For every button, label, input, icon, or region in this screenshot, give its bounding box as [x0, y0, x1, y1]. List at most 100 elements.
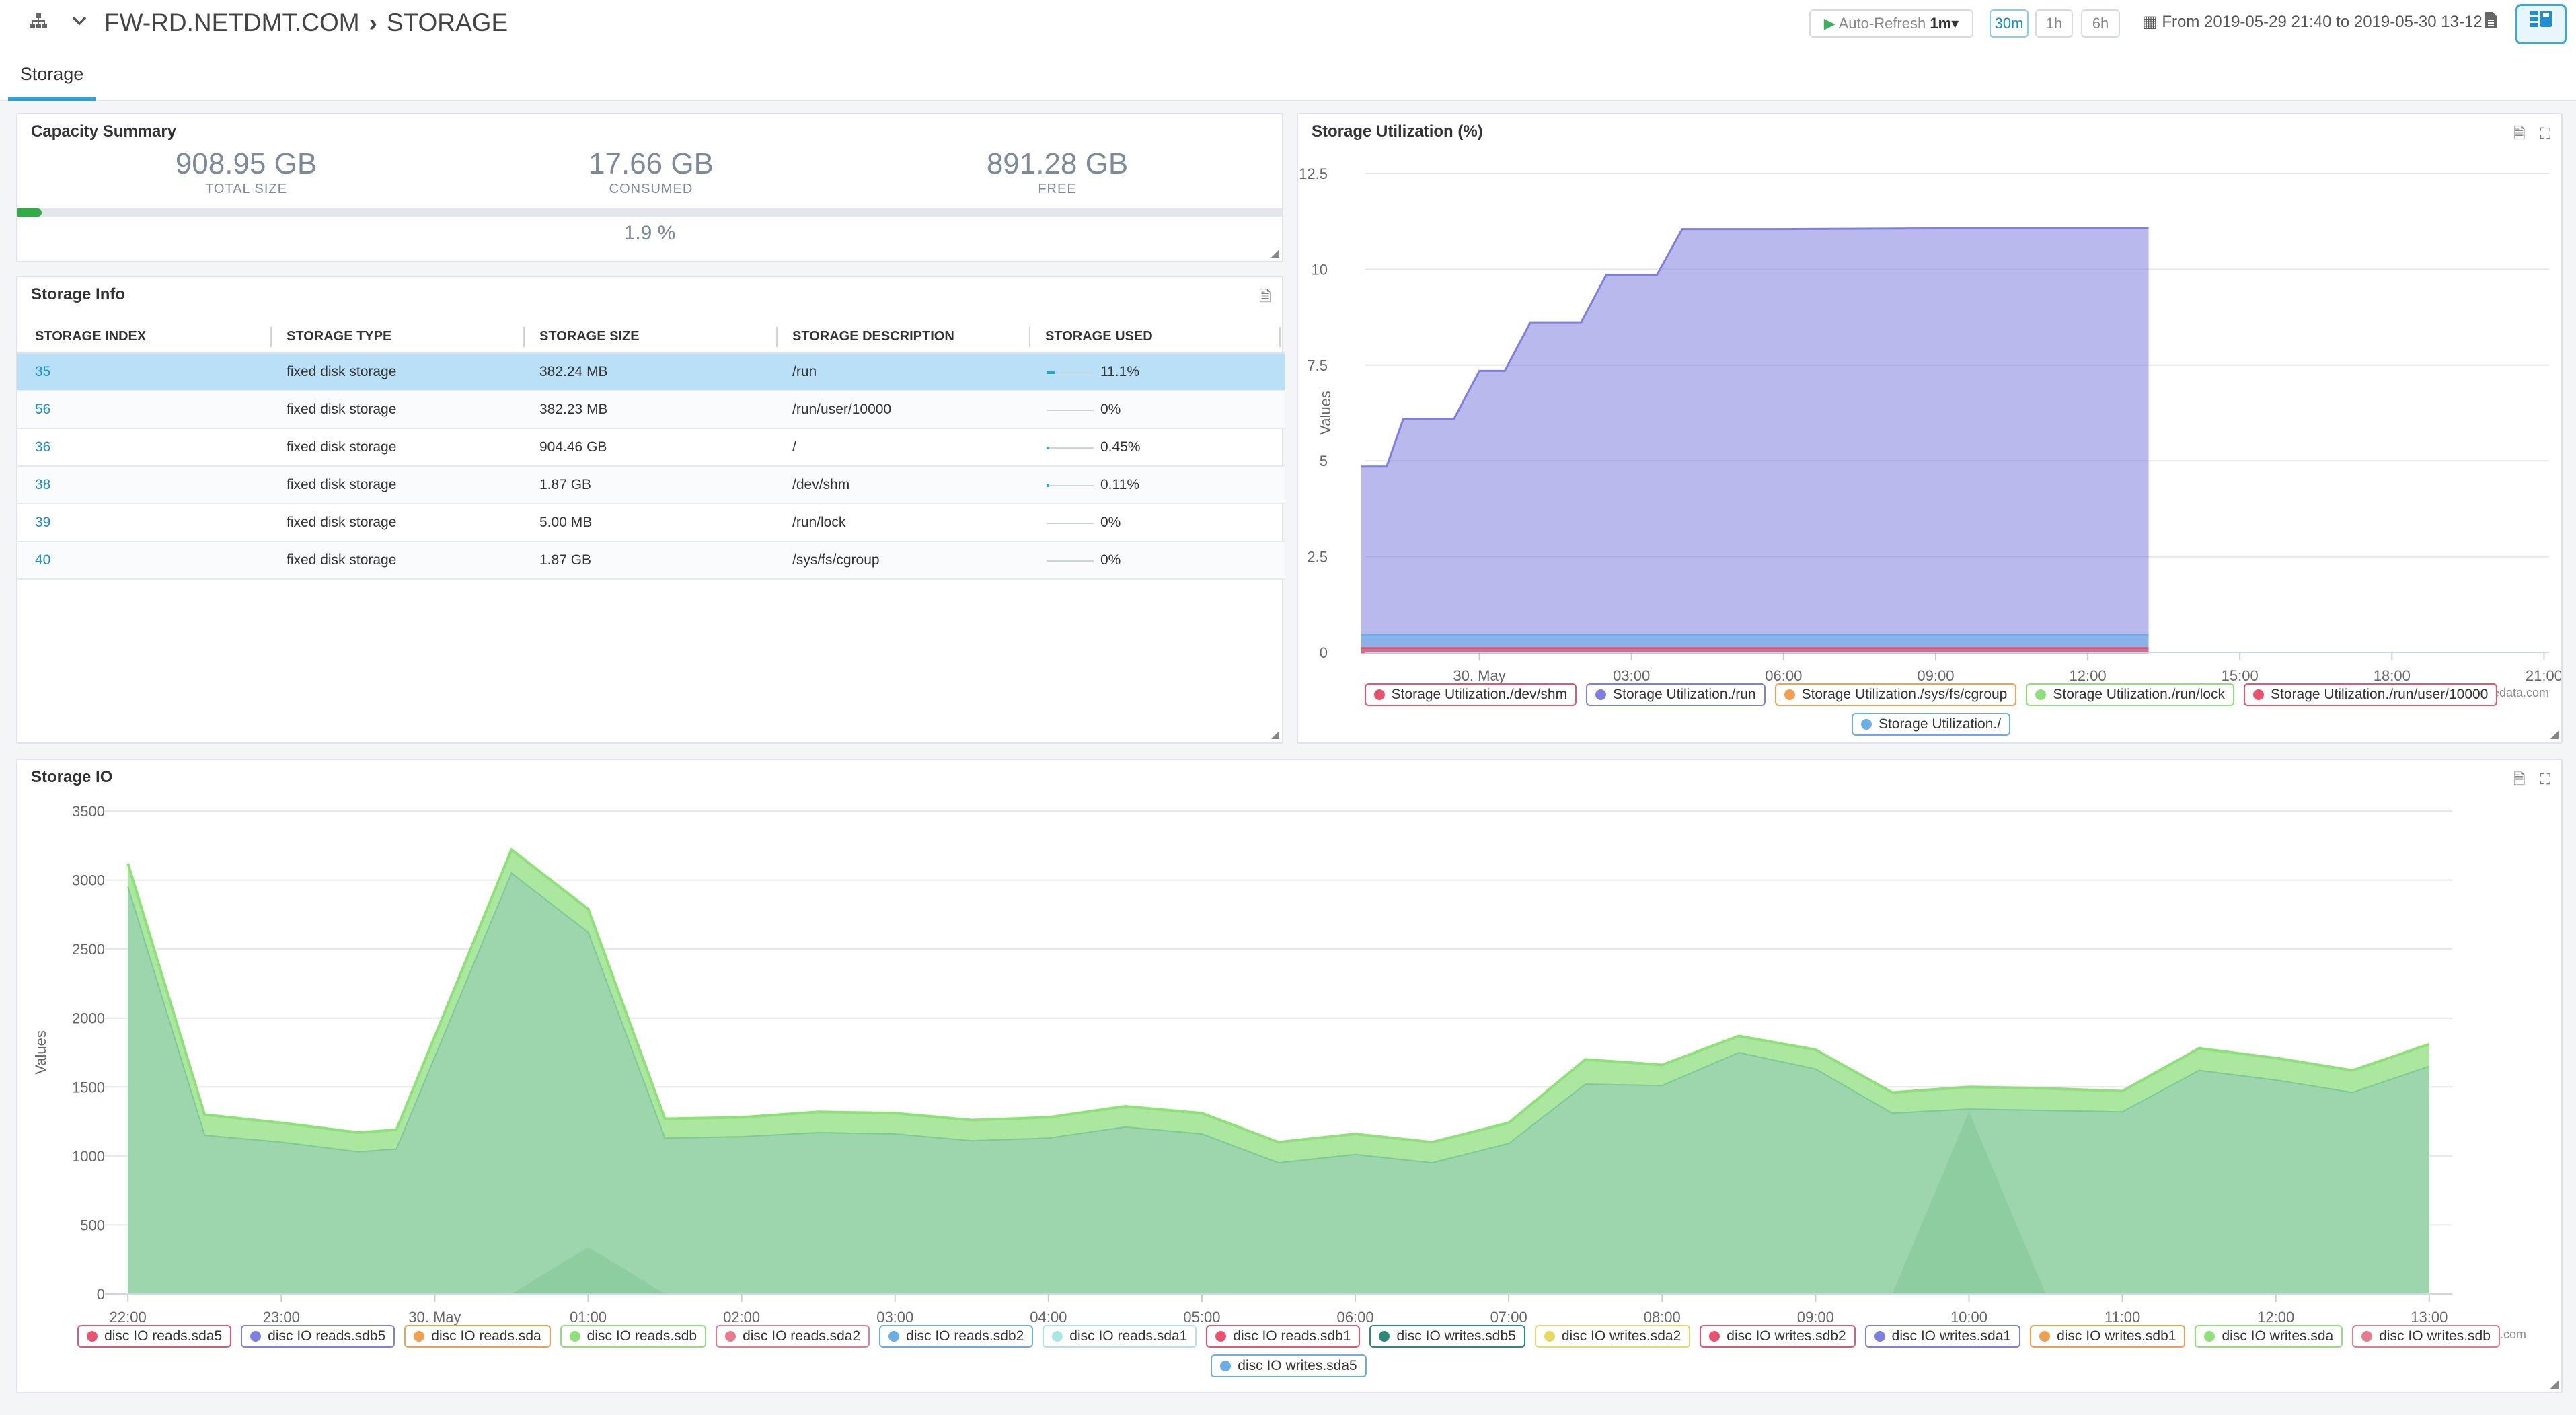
series-line-writes-sda	[126, 847, 2430, 1144]
usage-mini-fill	[1047, 484, 1049, 487]
legend-item[interactable]: disc IO writes.sda5	[1211, 1354, 1367, 1377]
legend-label: Storage Utilization./sys/fs/cgroup	[1801, 687, 2008, 702]
range-button-6h[interactable]: 6h	[2081, 9, 2120, 38]
range-button-1h[interactable]: 1h	[2035, 9, 2073, 38]
auto-refresh-button[interactable]: ▶ Auto-Refresh 1m▾	[1809, 9, 1973, 38]
legend-item[interactable]: disc IO writes.sda2	[1534, 1325, 1691, 1348]
legend-item[interactable]: disc IO reads.sdb	[560, 1325, 707, 1348]
table-row[interactable]: 39 fixed disk storage 5.00 MB/run/lock 0%	[17, 504, 1285, 542]
legend-item[interactable]: disc IO reads.sdb2	[879, 1325, 1034, 1348]
column-storage-size[interactable]: STORAGE SIZE	[539, 329, 640, 344]
table-row[interactable]: 56 fixed disk storage 382.23 MB/run/user/1…	[17, 391, 1285, 429]
caret-down-icon: ▾	[1951, 15, 1959, 32]
legend-item[interactable]: disc IO writes.sdb1	[2030, 1325, 2186, 1348]
x-tick-label: 30. May	[408, 1309, 461, 1326]
storage-utilization-panel: Storage Utilization (%) 🗎 ⛶ 0 2.5 5 7.5 10 12.…	[1297, 113, 2563, 744]
y-tick-label: 500	[80, 1217, 105, 1233]
storage-io-legend: disc IO reads.sda5 disc IO reads.sdb5 disc…	[44, 1325, 2533, 1377]
table-row[interactable]: 38 fixed disk storage 1.87 GB/dev/shm 0.11%	[17, 467, 1285, 504]
consumed-label: CONSUMED	[609, 182, 693, 196]
storage-info-title: Storage Info	[31, 285, 126, 303]
storage-description-cell: /run	[792, 364, 817, 379]
legend-label: disc IO reads.sda2	[743, 1328, 861, 1344]
legend-label: disc IO reads.sdb2	[906, 1328, 1024, 1344]
sitemap-icon[interactable]	[28, 11, 48, 35]
range-button-30m[interactable]: 30m	[1990, 9, 2029, 38]
total-size-label: TOTAL SIZE	[205, 182, 287, 196]
export-icon[interactable]: 🗎	[2513, 771, 2526, 788]
breadcrumb-device[interactable]: FW-RD.NETDMT.COM	[104, 9, 360, 36]
export-icon[interactable]: 🗎	[1259, 288, 1271, 305]
legend-label: disc IO reads.sda5	[104, 1328, 223, 1344]
column-divider[interactable]	[523, 327, 525, 347]
storage-index-cell[interactable]: 39	[35, 514, 51, 530]
column-storage-used[interactable]: STORAGE USED	[1045, 329, 1153, 344]
fullscreen-icon[interactable]: ⛶	[2540, 771, 2550, 788]
x-tick-label: 06:00	[1337, 1309, 1374, 1326]
tab-bar: Storage	[0, 47, 2576, 101]
legend-item[interactable]: Storage Utilization./run/lock	[2026, 683, 2234, 706]
storage-index-cell[interactable]: 35	[35, 364, 51, 379]
storage-used-cell: 0.45%	[1100, 439, 1141, 455]
column-storage-description[interactable]: STORAGE DESCRIPTION	[792, 329, 954, 344]
legend-item[interactable]: disc IO reads.sdb1	[1206, 1325, 1361, 1348]
table-row[interactable]: 35 fixed disk storage 382.24 MB/run 11.1%	[17, 354, 1285, 391]
resize-handle-icon[interactable]: ◢	[2550, 1379, 2559, 1390]
document-icon[interactable]	[2483, 11, 2498, 35]
storage-size-cell: 5.00 MB	[539, 514, 593, 530]
legend-item[interactable]: disc IO writes.sdb5	[1369, 1325, 1525, 1348]
column-divider[interactable]	[1279, 327, 1281, 347]
storage-utilization-title: Storage Utilization (%)	[1312, 122, 1483, 141]
x-tick-label: 10:00	[1950, 1309, 1987, 1326]
x-tick-label: 07:00	[1490, 1309, 1527, 1326]
legend-item[interactable]: disc IO writes.sdb2	[1700, 1325, 1856, 1348]
resize-handle-icon[interactable]: ◢	[1271, 247, 1279, 259]
resize-handle-icon[interactable]: ◢	[2550, 729, 2559, 740]
panel-tools: 🗎 ⛶	[2499, 768, 2550, 794]
capacity-summary-panel: Capacity Summary 908.95 GB TOTAL SIZE 17…	[16, 113, 1283, 262]
table-row[interactable]: 36 fixed disk storage 904.46 GB / 0.45%	[17, 429, 1285, 467]
calendar-icon: ▦	[2142, 13, 2158, 31]
y-tick-label: 0	[1320, 644, 1328, 661]
legend-item[interactable]: disc IO writes.sdb	[2352, 1325, 2500, 1348]
table-row[interactable]: 40 fixed disk storage 1.87 GB/sys/fs/cgrou…	[17, 542, 1285, 580]
legend-item[interactable]: disc IO writes.sda1	[1864, 1325, 2021, 1348]
legend-dot-icon	[2039, 1331, 2051, 1342]
legend-item[interactable]: Storage Utilization./run	[1586, 683, 1766, 706]
export-icon[interactable]: 🗎	[2513, 125, 2526, 142]
resize-handle-icon[interactable]: ◢	[1271, 729, 1279, 740]
free-value: 891.28 GB	[986, 147, 1129, 180]
x-tick-label: 11:00	[2105, 1309, 2140, 1326]
column-divider[interactable]	[776, 327, 778, 347]
storage-index-cell[interactable]: 56	[35, 401, 51, 417]
storage-info-table: STORAGE INDEX STORAGE TYPE STORAGE SIZE …	[17, 319, 1285, 580]
legend-item[interactable]: disc IO reads.sda	[404, 1325, 551, 1348]
legend-item[interactable]: disc IO reads.sdb5	[241, 1325, 395, 1348]
legend-dot-icon	[1215, 1331, 1227, 1342]
column-storage-index[interactable]: STORAGE INDEX	[35, 329, 147, 344]
legend-label: disc IO writes.sda5	[1238, 1358, 1357, 1373]
column-storage-type[interactable]: STORAGE TYPE	[287, 329, 392, 344]
legend-item[interactable]: Storage Utilization./	[1851, 713, 2011, 736]
legend-dot-icon	[1373, 689, 1385, 700]
legend-item[interactable]: disc IO reads.sda5	[77, 1325, 232, 1348]
legend-item[interactable]: disc IO writes.sda	[2195, 1325, 2343, 1348]
legend-item[interactable]: disc IO reads.sda1	[1043, 1325, 1197, 1348]
date-range-picker[interactable]: ▦ From 2019-05-29 21:40 to 2019-05-30 13…	[2142, 9, 2483, 35]
column-divider[interactable]	[1029, 327, 1030, 347]
legend-dot-icon	[1860, 719, 1872, 730]
legend-item[interactable]: Storage Utilization./sys/fs/cgroup	[1774, 683, 2017, 706]
storage-index-cell[interactable]: 38	[35, 477, 51, 492]
storage-index-cell[interactable]: 36	[35, 439, 51, 455]
tab-storage[interactable]: Storage	[8, 47, 96, 101]
legend-item[interactable]: disc IO reads.sda2	[716, 1325, 870, 1348]
fullscreen-icon[interactable]: ⛶	[2540, 125, 2550, 142]
legend-dot-icon	[2035, 689, 2047, 700]
legend-dot-icon	[1220, 1361, 1232, 1371]
save-dashboard-button[interactable]	[2515, 4, 2567, 44]
column-divider[interactable]	[270, 327, 272, 347]
chevron-down-icon[interactable]	[70, 11, 89, 35]
legend-item[interactable]: Storage Utilization./run/user/10000	[2244, 683, 2498, 706]
legend-item[interactable]: Storage Utilization./dev/shm	[1364, 683, 1577, 706]
storage-index-cell[interactable]: 40	[35, 552, 51, 568]
